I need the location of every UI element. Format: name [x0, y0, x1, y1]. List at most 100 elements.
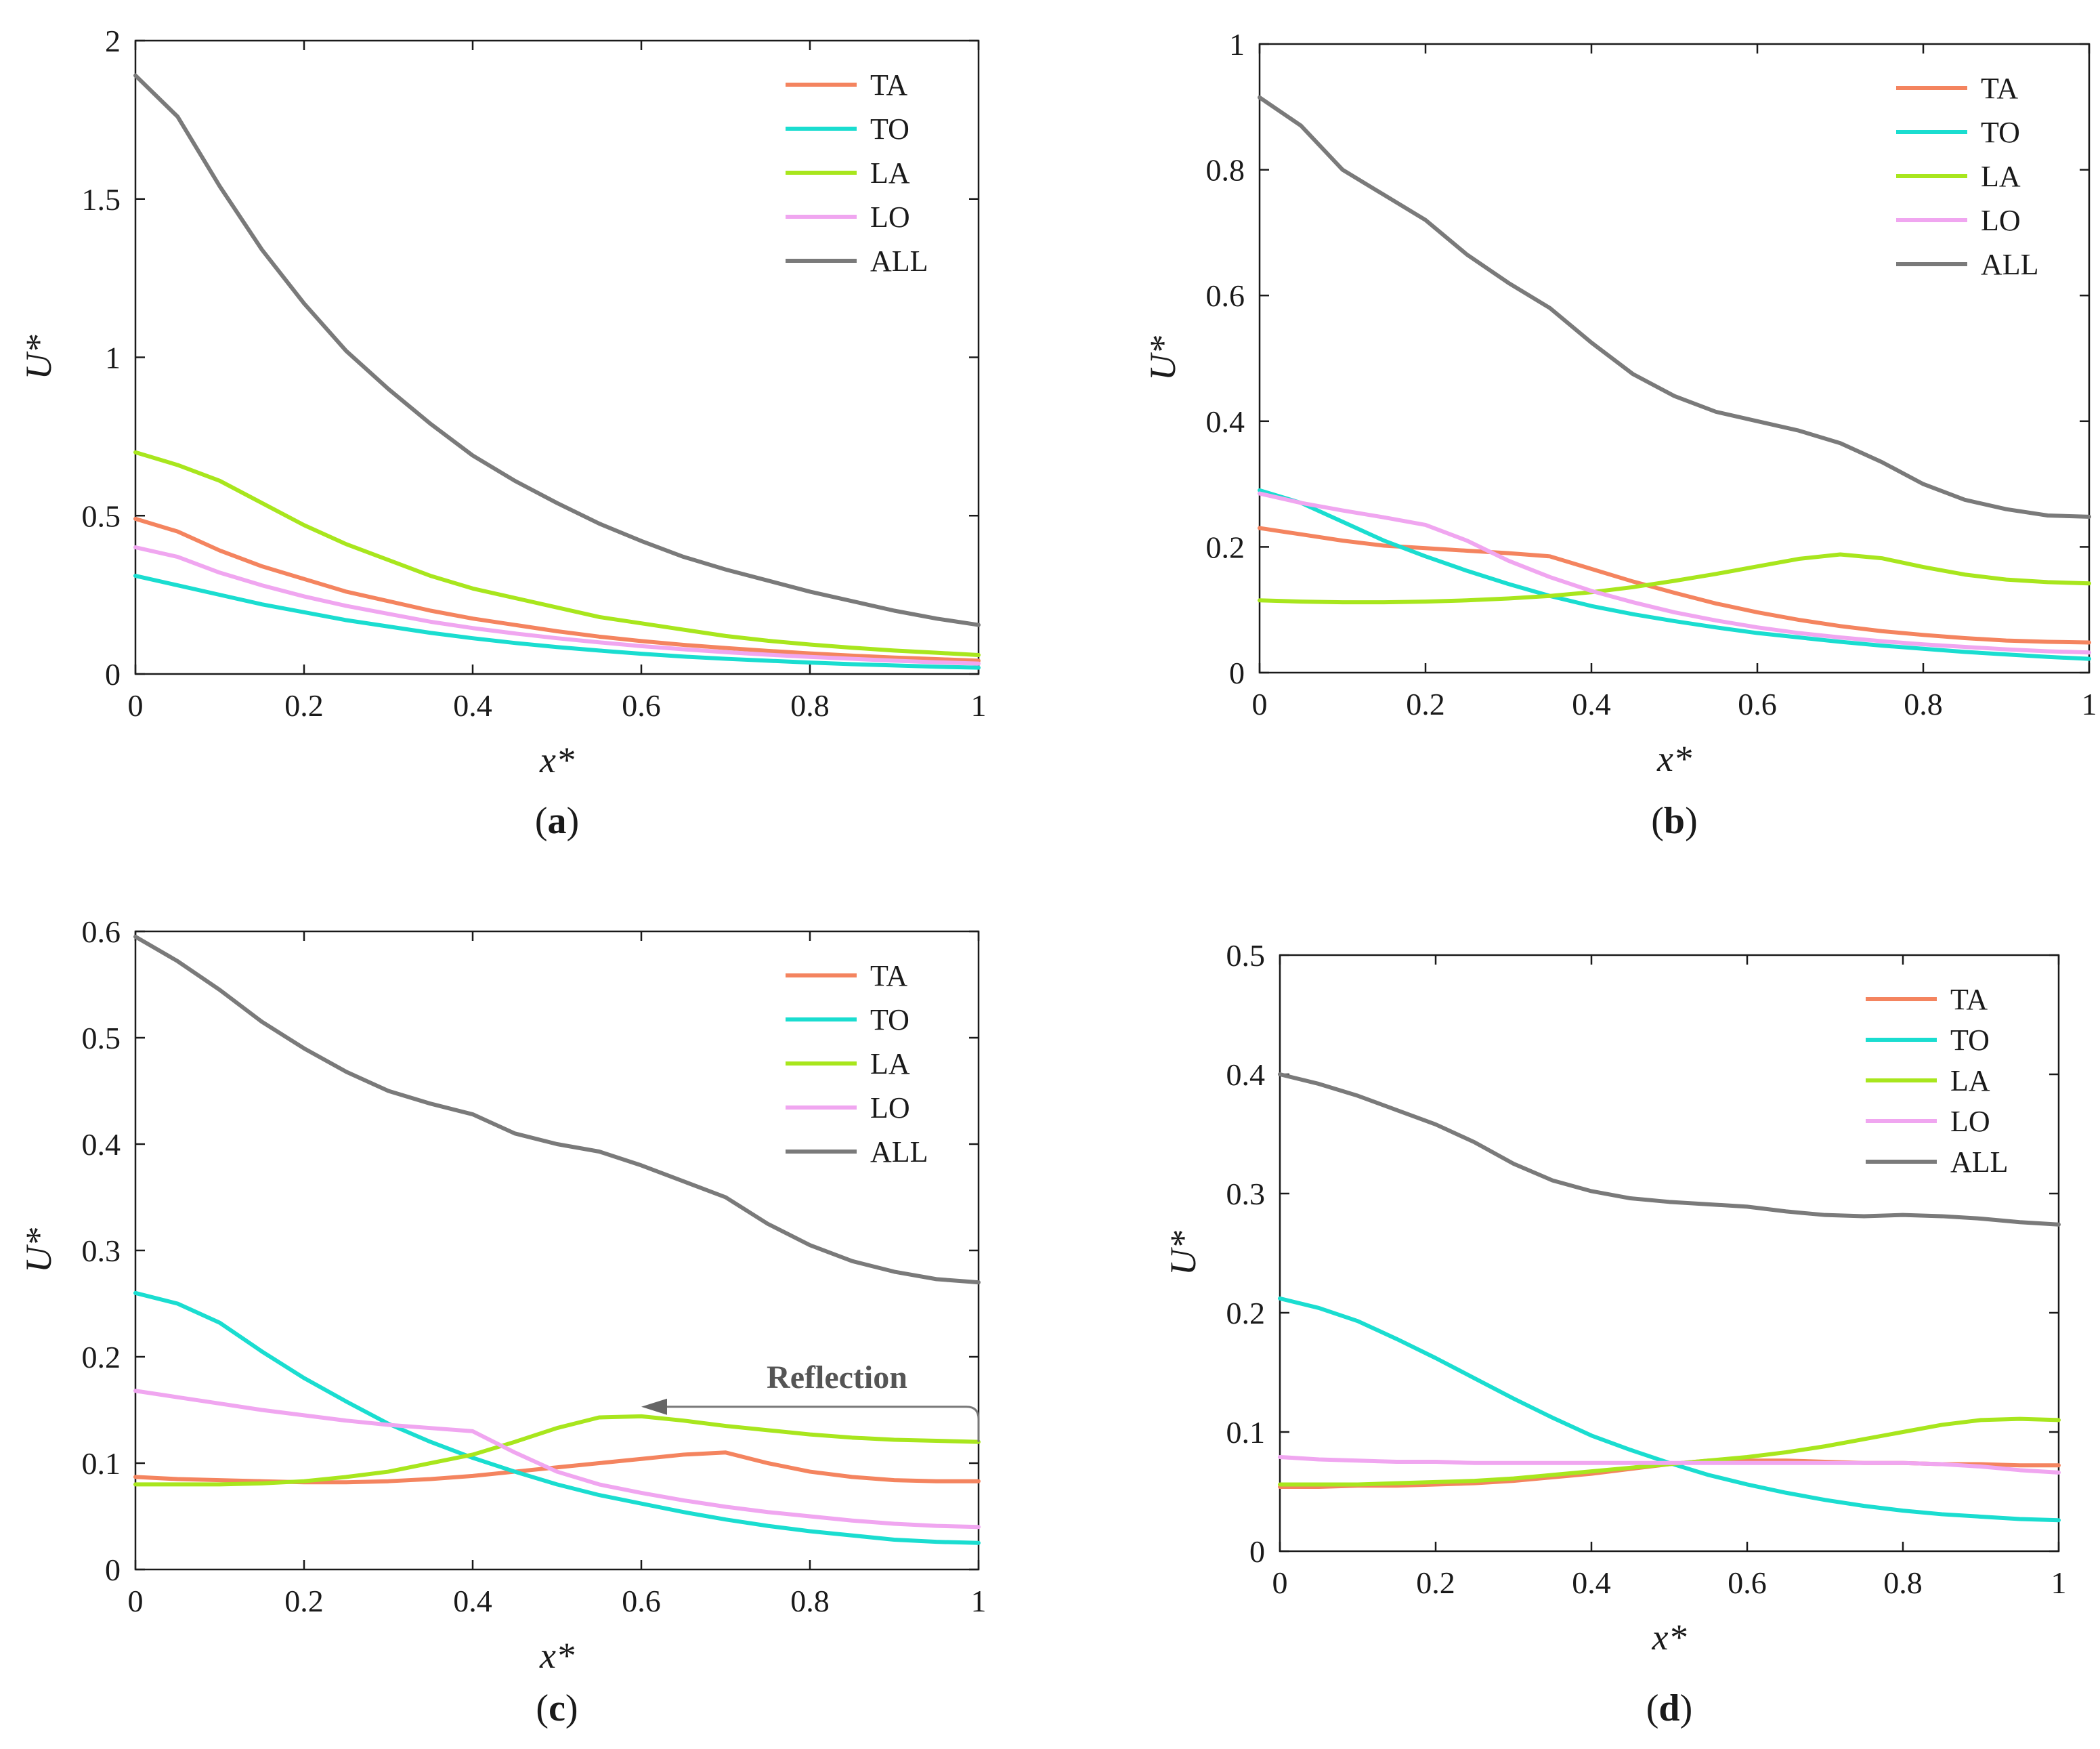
legend-label-ta: TA — [870, 959, 907, 992]
x-tick-label: 0 — [128, 1584, 144, 1618]
series-line-lo — [1258, 491, 2091, 655]
legend-label-la: LA — [870, 156, 910, 190]
x-tick-label: 0.2 — [284, 1584, 324, 1618]
legend-label-la: LA — [1950, 1064, 1990, 1097]
x-tick-label: 0.2 — [1416, 1565, 1455, 1600]
series-line-ta — [133, 516, 981, 663]
series-line-lo — [133, 545, 981, 666]
plot-frame — [1279, 954, 2060, 1553]
y-tick-label: 0.5 — [82, 499, 121, 533]
x-tick-label: 0.4 — [453, 1584, 492, 1618]
y-tick-label: 0.5 — [82, 1021, 121, 1055]
x-tick-label: 1 — [971, 688, 987, 723]
x-tick-label: 0.6 — [622, 1584, 661, 1618]
series-line-to — [1258, 488, 2091, 661]
y-tick-label: 0.4 — [82, 1127, 121, 1162]
series-line-all — [133, 73, 981, 627]
legend-label-la: LA — [1981, 160, 2021, 193]
x-tick-label: 0.8 — [790, 1584, 830, 1618]
series-line-all — [1278, 1072, 2061, 1227]
plot-frame — [1258, 43, 2091, 674]
legend-label-ta: TA — [870, 68, 907, 102]
y-tick-label: 0.2 — [1226, 1296, 1266, 1330]
y-tick-label: 0 — [105, 657, 121, 692]
series-line-la — [1278, 1416, 2061, 1487]
series-line-la — [133, 1414, 981, 1487]
panel-label: (d) — [1646, 1687, 1692, 1729]
panel-label: (b) — [1651, 800, 1697, 842]
x-tick-label: 0 — [1252, 687, 1268, 721]
y-tick-label: 0 — [1229, 656, 1245, 690]
y-tick-label: 0.1 — [82, 1446, 121, 1481]
x-tick-label: 0.8 — [1904, 687, 1943, 721]
y-tick-label: 0.3 — [1226, 1177, 1266, 1211]
x-tick-label: 0 — [128, 688, 144, 723]
legend-label-all: ALL — [1981, 248, 2039, 281]
x-tick-label: 0.4 — [453, 688, 492, 723]
legend-label-all: ALL — [870, 1135, 928, 1168]
y-axis-label: U* — [1142, 336, 1183, 381]
legend-label-la: LA — [870, 1047, 910, 1080]
y-tick-label: 0.8 — [1206, 153, 1245, 188]
y-tick-label: 0.6 — [1206, 278, 1245, 313]
x-axis-label: x* — [539, 1635, 574, 1676]
legend-label-to: TO — [1981, 116, 2020, 149]
legend-label-ta: TA — [1981, 72, 2018, 105]
x-tick-label: 0.4 — [1572, 1565, 1611, 1600]
series-line-la — [1258, 552, 2091, 605]
legend-label-lo: LO — [870, 1091, 910, 1124]
legend-label-all: ALL — [870, 245, 928, 278]
legend-label-lo: LO — [1950, 1105, 1990, 1138]
y-axis-label: U* — [18, 335, 59, 380]
panel-d-chart: 0 0.2 0.4 0.6 0.8 1 0 0.1 0.2 0.3 0.4 0.5 TA TO LA LO AL… — [1163, 938, 2067, 1729]
panel-c-chart: 0 0.2 0.4 0.6 0.8 1 0 0.1 0.2 0.3 0.4 0.5 0.6 TA TO LA L… — [18, 914, 987, 1729]
series-line-all — [133, 934, 981, 1285]
legend-label-all: ALL — [1950, 1145, 2009, 1179]
x-tick-label: 0.2 — [284, 688, 324, 723]
panel-a-chart: 0 0.2 0.4 0.6 0.8 1 0 0.5 1 1.5 2 TA TO LA LO ALL x* U* (a… — [18, 24, 987, 842]
y-tick-label: 0.5 — [1226, 938, 1266, 973]
y-tick-label: 0.3 — [82, 1234, 121, 1268]
legend-label-ta: TA — [1950, 983, 1988, 1016]
x-tick-label: 0.6 — [1728, 1565, 1767, 1600]
series-line-lo — [133, 1389, 981, 1530]
legend-label-lo: LO — [1981, 204, 2021, 237]
legend-label-lo: LO — [870, 201, 910, 234]
x-tick-label: 0.6 — [622, 688, 661, 723]
y-tick-label: 0.4 — [1226, 1057, 1266, 1092]
x-tick-label: 0.8 — [1883, 1565, 1923, 1600]
series-line-to — [133, 1290, 981, 1545]
y-tick-label: 0 — [105, 1553, 121, 1587]
x-tick-label: 0.2 — [1406, 687, 1445, 721]
y-axis-label: U* — [1163, 1231, 1203, 1276]
plot-frame — [134, 930, 980, 1571]
panel-label: (c) — [536, 1687, 578, 1729]
x-axis-label: x* — [1652, 1617, 1687, 1658]
panel-b-chart: 0 0.2 0.4 0.6 0.8 1 0 0.2 0.4 0.6 0.8 1 TA TO LA LO ALL x… — [1142, 27, 2097, 842]
legend-label-to: TO — [1950, 1024, 1990, 1057]
x-tick-label: 0.8 — [790, 688, 830, 723]
legend-label-to: TO — [870, 112, 909, 146]
x-tick-label: 0.6 — [1738, 687, 1777, 721]
y-tick-label: 0.2 — [82, 1340, 121, 1374]
y-tick-label: 1 — [105, 341, 121, 375]
series-line-to — [133, 574, 981, 670]
y-tick-label: 0.4 — [1206, 404, 1245, 439]
y-tick-label: 0 — [1249, 1534, 1265, 1569]
x-tick-label: 0.4 — [1572, 687, 1611, 721]
y-tick-label: 2 — [105, 24, 121, 58]
x-tick-label: 1 — [2051, 1565, 2067, 1600]
legend-label-to: TO — [870, 1003, 909, 1036]
series-line-all — [1258, 95, 2091, 519]
series-line-lo — [1278, 1454, 2061, 1475]
reflection-arrow — [662, 1406, 980, 1442]
reflection-arrowhead — [641, 1398, 667, 1415]
x-axis-label: x* — [539, 740, 574, 780]
x-tick-label: 1 — [971, 1584, 987, 1618]
panel-label: (a) — [535, 800, 579, 842]
x-tick-label: 0 — [1272, 1565, 1288, 1600]
plot-frame — [134, 39, 980, 675]
y-tick-label: 1 — [1229, 27, 1245, 62]
y-axis-label: U* — [18, 1228, 59, 1273]
x-axis-label: x* — [1656, 738, 1692, 779]
